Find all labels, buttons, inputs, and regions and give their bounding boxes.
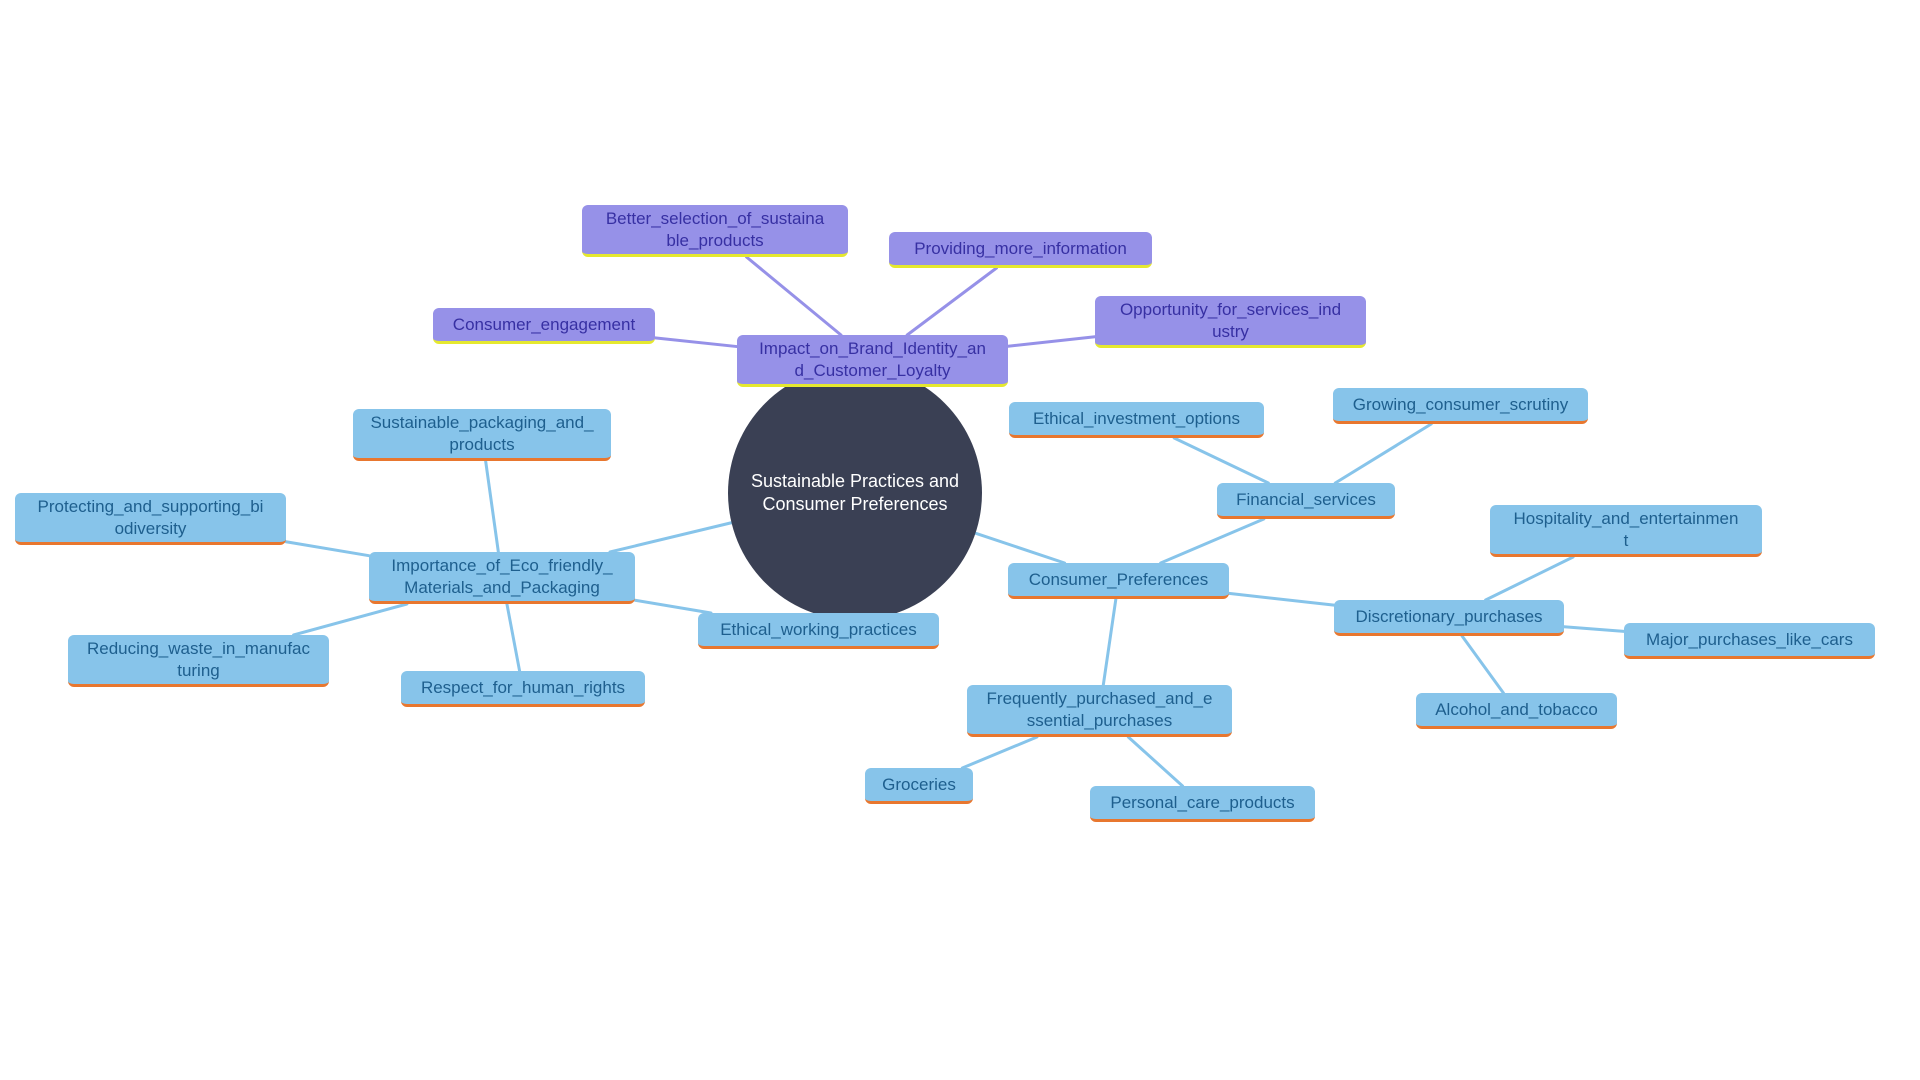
node-scrutiny[interactable]: Growing_consumer_scrutiny — [1333, 388, 1588, 424]
node-groceries[interactable]: Groceries — [865, 768, 973, 804]
node-label: Personal_care_products — [1110, 792, 1294, 813]
edge — [286, 542, 369, 556]
node-label: Ethical_investment_options — [1033, 408, 1240, 429]
node-label: Consumer_Preferences — [1029, 569, 1209, 590]
edge — [1128, 737, 1182, 786]
node-engagement[interactable]: Consumer_engagement — [433, 308, 655, 344]
node-biodiv[interactable]: Protecting_and_supporting_bi odiversity — [15, 493, 286, 545]
node-label: Hospitality_and_entertainmen t — [1514, 508, 1739, 551]
edge — [294, 604, 407, 635]
node-opportunity[interactable]: Opportunity_for_services_ind ustry — [1095, 296, 1366, 348]
edge — [655, 338, 737, 347]
node-label: Groceries — [882, 774, 956, 795]
edge — [610, 522, 733, 552]
edge — [635, 600, 711, 613]
center-node[interactable]: Sustainable Practices and Consumer Prefe… — [728, 366, 982, 620]
node-reduce_waste[interactable]: Reducing_waste_in_manufac turing — [68, 635, 329, 687]
edge — [1161, 519, 1264, 563]
node-importance[interactable]: Importance_of_Eco_friendly_ Materials_an… — [369, 552, 635, 604]
edge — [507, 604, 520, 671]
node-label: Providing_more_information — [914, 238, 1127, 259]
node-better_sel[interactable]: Better_selection_of_sustaina ble_product… — [582, 205, 848, 257]
edge — [1174, 438, 1268, 483]
node-sust_pack[interactable]: Sustainable_packaging_and_ products — [353, 409, 611, 461]
edge — [974, 533, 1065, 563]
edge — [1564, 627, 1624, 632]
edge — [1486, 557, 1573, 600]
edge — [1103, 599, 1116, 685]
edge — [747, 257, 842, 335]
node-personal_care[interactable]: Personal_care_products — [1090, 786, 1315, 822]
edge — [1229, 593, 1334, 605]
node-label: Ethical_working_practices — [720, 619, 917, 640]
edge — [962, 737, 1037, 768]
node-label: Frequently_purchased_and_e ssential_purc… — [987, 688, 1213, 731]
node-discretionary[interactable]: Discretionary_purchases — [1334, 600, 1564, 636]
node-fin_serv[interactable]: Financial_services — [1217, 483, 1395, 519]
node-providing[interactable]: Providing_more_information — [889, 232, 1152, 268]
node-label: Importance_of_Eco_friendly_ Materials_an… — [391, 555, 612, 598]
edge — [1462, 636, 1503, 693]
edge — [907, 268, 996, 335]
node-label: Respect_for_human_rights — [421, 677, 625, 698]
node-cons_pref[interactable]: Consumer_Preferences — [1008, 563, 1229, 599]
edge — [486, 461, 499, 552]
edge — [1335, 424, 1431, 483]
node-label: Growing_consumer_scrutiny — [1353, 394, 1568, 415]
node-ethical_inv[interactable]: Ethical_investment_options — [1009, 402, 1264, 438]
node-label: Protecting_and_supporting_bi odiversity — [38, 496, 264, 539]
mindmap-canvas: Sustainable Practices and Consumer Prefe… — [0, 0, 1920, 1080]
node-cars[interactable]: Major_purchases_like_cars — [1624, 623, 1875, 659]
node-label: Opportunity_for_services_ind ustry — [1120, 299, 1341, 342]
node-respect_hr[interactable]: Respect_for_human_rights — [401, 671, 645, 707]
node-hospitality[interactable]: Hospitality_and_entertainmen t — [1490, 505, 1762, 557]
node-label: Better_selection_of_sustaina ble_product… — [606, 208, 824, 251]
node-label: Sustainable_packaging_and_ products — [370, 412, 593, 455]
node-label: Reducing_waste_in_manufac turing — [87, 638, 310, 681]
center-node-label: Sustainable Practices and Consumer Prefe… — [748, 470, 962, 517]
node-impact[interactable]: Impact_on_Brand_Identity_an d_Customer_L… — [737, 335, 1008, 387]
node-label: Major_purchases_like_cars — [1646, 629, 1853, 650]
node-alcohol[interactable]: Alcohol_and_tobacco — [1416, 693, 1617, 729]
node-label: Alcohol_and_tobacco — [1435, 699, 1598, 720]
edge — [1008, 337, 1095, 346]
node-label: Discretionary_purchases — [1355, 606, 1542, 627]
node-label: Impact_on_Brand_Identity_an d_Customer_L… — [759, 338, 986, 381]
node-ethical_wp[interactable]: Ethical_working_practices — [698, 613, 939, 649]
node-label: Consumer_engagement — [453, 314, 635, 335]
node-label: Financial_services — [1236, 489, 1376, 510]
node-freq_ess[interactable]: Frequently_purchased_and_e ssential_purc… — [967, 685, 1232, 737]
